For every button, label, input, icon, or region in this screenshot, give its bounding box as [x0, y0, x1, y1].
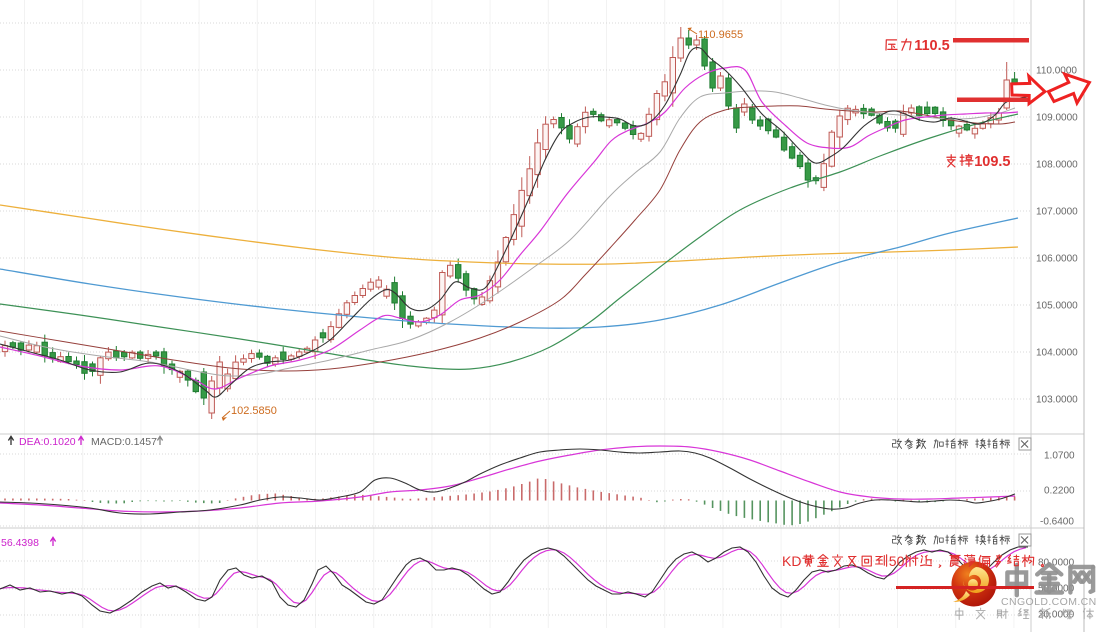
- svg-text:80.0000: 80.0000: [1038, 558, 1075, 569]
- svg-text:CNGOLD.COM.CN: CNGOLD.COM.CN: [1001, 596, 1097, 608]
- svg-text:56.4398: 56.4398: [1, 537, 39, 549]
- svg-text:104.0000: 104.0000: [1036, 348, 1078, 359]
- svg-text:103.0000: 103.0000: [1036, 395, 1078, 406]
- svg-text:107.0000: 107.0000: [1036, 207, 1078, 218]
- svg-text:-0.6400: -0.6400: [1040, 517, 1074, 528]
- svg-text:109.5: 109.5: [974, 154, 1010, 170]
- svg-text:105.0000: 105.0000: [1036, 301, 1078, 312]
- svg-text:110.0000: 110.0000: [1036, 66, 1077, 77]
- svg-text:110.9655: 110.9655: [698, 29, 743, 41]
- svg-text:108.0000: 108.0000: [1036, 160, 1078, 171]
- svg-text:110.5: 110.5: [914, 38, 950, 54]
- svg-text:50: 50: [889, 553, 905, 569]
- svg-text:50.0000: 50.0000: [1038, 584, 1075, 595]
- svg-text:106.0000: 106.0000: [1036, 254, 1078, 265]
- svg-text:MACD:0.1457: MACD:0.1457: [91, 436, 157, 448]
- svg-text:KD: KD: [782, 553, 801, 569]
- svg-text:DEA:0.1020: DEA:0.1020: [19, 436, 76, 448]
- svg-text:0.2200: 0.2200: [1044, 486, 1075, 497]
- svg-text:1.0700: 1.0700: [1044, 451, 1075, 462]
- svg-text:20.0000: 20.0000: [1038, 610, 1075, 621]
- svg-text:109.0000: 109.0000: [1036, 113, 1078, 124]
- svg-text:102.5850: 102.5850: [231, 405, 277, 417]
